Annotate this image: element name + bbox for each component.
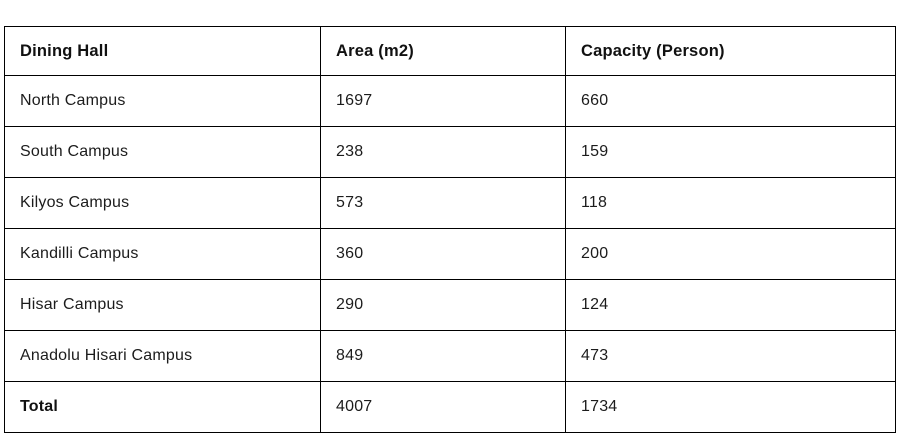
dining-hall-table: Dining Hall Area (m2) Capacity (Person) … (4, 26, 896, 433)
cell-area: 360 (320, 228, 566, 280)
header-dining-hall: Dining Hall (4, 26, 321, 76)
cell-dining-hall: Anadolu Hisari Campus (4, 330, 321, 382)
header-area: Area (m2) (320, 26, 566, 76)
cell-capacity: 473 (565, 330, 896, 382)
header-row: Dining Hall Area (m2) Capacity (Person) (4, 26, 896, 76)
table-row: South Campus 238 159 (4, 126, 896, 178)
cell-total-capacity: 1734 (565, 381, 896, 433)
cell-area: 238 (320, 126, 566, 178)
cell-total-label: Total (4, 381, 321, 433)
cell-capacity: 660 (565, 75, 896, 127)
table-row: Kandilli Campus 360 200 (4, 228, 896, 280)
cell-area: 849 (320, 330, 566, 382)
cell-capacity: 159 (565, 126, 896, 178)
header-capacity: Capacity (Person) (565, 26, 896, 76)
cell-dining-hall: North Campus (4, 75, 321, 127)
cell-capacity: 200 (565, 228, 896, 280)
cell-area: 290 (320, 279, 566, 331)
cell-total-area: 4007 (320, 381, 566, 433)
cell-area: 1697 (320, 75, 566, 127)
cell-area: 573 (320, 177, 566, 229)
table-row: Kilyos Campus 573 118 (4, 177, 896, 229)
table-row: Anadolu Hisari Campus 849 473 (4, 330, 896, 382)
cell-capacity: 124 (565, 279, 896, 331)
table-row: North Campus 1697 660 (4, 75, 896, 127)
cell-capacity: 118 (565, 177, 896, 229)
cell-dining-hall: Kilyos Campus (4, 177, 321, 229)
cell-dining-hall: Hisar Campus (4, 279, 321, 331)
total-row: Total 4007 1734 (4, 381, 896, 433)
table-row: Hisar Campus 290 124 (4, 279, 896, 331)
cell-dining-hall: South Campus (4, 126, 321, 178)
dining-hall-table-container: Dining Hall Area (m2) Capacity (Person) … (4, 26, 896, 433)
cell-dining-hall: Kandilli Campus (4, 228, 321, 280)
